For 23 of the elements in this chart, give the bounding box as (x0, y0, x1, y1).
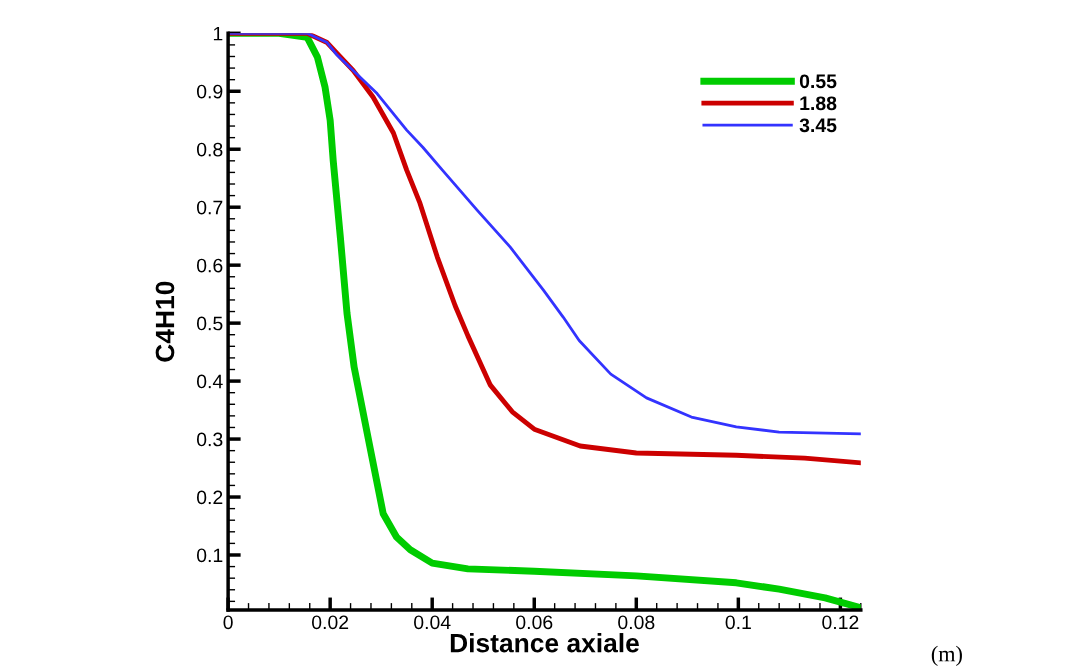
y-tick-label: 0.6 (196, 258, 223, 273)
y-tick-label: 1 (213, 26, 223, 41)
y-tick-label: 0.2 (196, 490, 223, 505)
x-tick-label: 0.12 (822, 615, 859, 630)
legend-label: 1.88 (800, 96, 837, 111)
y-tick-label: 0.4 (196, 374, 223, 389)
y-tick-label: 0.7 (196, 200, 223, 215)
y-tick-label: 0.3 (196, 432, 223, 447)
y-tick-label: 0.8 (196, 142, 223, 157)
x-tick-label: 0.08 (618, 615, 655, 630)
y-tick-label: 0.1 (196, 548, 223, 563)
x-axis-title: Distance axiale (450, 633, 639, 653)
y-tick-label: 0.5 (196, 316, 223, 331)
x-tick-label: 0.04 (414, 615, 451, 630)
x-tick-label: 0.02 (312, 615, 349, 630)
x-tick-label: 0.1 (725, 615, 751, 630)
text: (m) (931, 645, 962, 666)
x-tick-label: 0.06 (516, 615, 553, 630)
legend-label: 0.55 (799, 74, 837, 89)
legend-label: 3.45 (799, 118, 837, 133)
x-tick-label: 0 (223, 615, 233, 630)
y-tick-label: 0.9 (196, 84, 223, 99)
y-axis-title: C4H10 (155, 281, 175, 362)
